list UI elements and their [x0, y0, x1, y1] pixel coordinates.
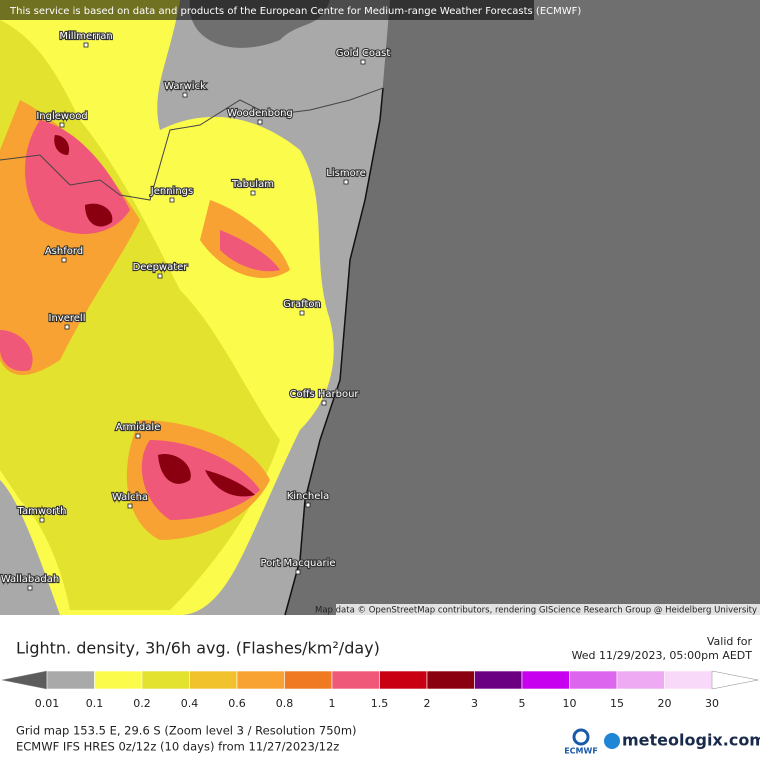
place-marker: [305, 502, 311, 508]
place-label: Tabulam: [231, 179, 274, 190]
place-label: Armidale: [116, 422, 161, 433]
place-marker: [295, 569, 301, 575]
attribution: Map data © OpenStreetMap contributors, r…: [315, 606, 757, 616]
colorbar-swatch: [664, 670, 713, 690]
zone: [0, 120, 280, 520]
colorbar-label: 0.6: [228, 697, 246, 710]
colorbar-label: 3: [471, 697, 478, 710]
colorbar-swatch: [189, 670, 238, 690]
place-label: Woodenbong: [227, 108, 293, 119]
logo-left: ECMWF: [564, 747, 598, 756]
colorbar: 0.01 0.1 0.2 0.4 0.6 0.8 1 1.5 2 3 5 10 15 20 30: [1, 670, 759, 710]
colorbar-swatch: [94, 670, 143, 690]
meteologix-icon: [604, 733, 620, 749]
colorbar-label: 20: [658, 697, 672, 710]
place-label: Inverell: [49, 313, 86, 324]
place-marker: [299, 310, 305, 316]
place-marker: [157, 273, 163, 279]
colorbar-arrow: [1, 670, 48, 690]
colorbar-label: 10: [563, 697, 577, 710]
state-border: [0, 87, 384, 201]
place-marker: [169, 197, 175, 203]
notice: This service is based on data and produc…: [9, 6, 581, 17]
attribution-bg: [336, 604, 760, 616]
place-marker: [64, 324, 70, 330]
colorbar-label: 15: [610, 697, 624, 710]
colorbar-swatch: [46, 670, 95, 690]
map: Millmerran Gold Coast Warwick Woodenbong Ing…: [0, 0, 760, 616]
grid-info: Grid map 153.5 E, 29.6 S (Zoom level 3 /…: [16, 724, 357, 738]
colorbar-swatch: [474, 670, 523, 690]
notice-bg: [0, 0, 534, 20]
colorbar-label: 2: [424, 697, 431, 710]
colorbar-swatch: [141, 670, 190, 690]
valid-time: Wed 11/29/2023, 05:00pm AEDT: [572, 649, 753, 662]
place-label: Walcha: [112, 492, 148, 503]
ecmwf-icon: [572, 728, 590, 746]
legend-title: Lightn. density, 3h/6h avg. (Flashes/km²…: [16, 639, 380, 658]
place-marker: [27, 585, 33, 591]
place-label: Jennings: [150, 186, 193, 197]
logo-right: meteologix.com: [622, 731, 760, 750]
places: Millmerran Gold Coast Warwick Woodenbong Ing…: [0, 30, 391, 591]
place-marker: [250, 190, 256, 196]
place-label: Warwick: [164, 81, 206, 92]
colorbar-label: 0.01: [35, 697, 60, 710]
colorbar-label: 0.8: [276, 697, 294, 710]
colorbar-swatch: [284, 670, 333, 690]
zone: [54, 135, 255, 497]
place-marker: [135, 433, 141, 439]
place-label: Coffs Harbour: [289, 389, 359, 400]
place-marker: [127, 503, 133, 509]
model-info: ECMWF IFS HRES 0z/12z (10 days) from 11/…: [16, 740, 339, 754]
place-label: Grafton: [283, 299, 321, 310]
place-marker: [59, 122, 65, 128]
legend: Lightn. density, 3h/6h avg. (Flashes/km²…: [1, 635, 759, 710]
coastline: [284, 87, 384, 616]
place-marker: [61, 257, 67, 263]
colorbar-arrow: [711, 670, 759, 690]
place-marker: [360, 59, 366, 65]
place-label: Deepwater: [133, 262, 189, 273]
place-label: Kinchela: [287, 491, 330, 502]
colorbar-swatch: [236, 670, 285, 690]
colorbar-label: 0.2: [133, 697, 151, 710]
place-marker: [83, 42, 89, 48]
place-label: Port Macquarie: [260, 558, 335, 569]
place-label: Inglewood: [36, 111, 87, 122]
colorbar-label: 0.4: [181, 697, 199, 710]
place-marker: [257, 119, 263, 125]
colorbar-swatch: [521, 670, 570, 690]
place-label: Millmerran: [59, 31, 112, 42]
place-label: Ashford: [45, 246, 83, 257]
colorbar-swatch: [426, 670, 475, 690]
place-marker: [182, 92, 188, 98]
colorbar-swatch: [616, 670, 665, 690]
place-marker: [321, 400, 327, 406]
colorbar-swatch: [569, 670, 618, 690]
colorbar-swatch: [331, 670, 380, 690]
place-marker: [343, 179, 349, 185]
colorbar-label: 30: [705, 697, 719, 710]
colorbar-label: 5: [519, 697, 526, 710]
valid-label: Valid for: [707, 635, 753, 648]
colorbar-label: 1.5: [371, 697, 389, 710]
place-label: Tamworth: [17, 506, 67, 517]
colorbar-swatch: [379, 670, 428, 690]
colorbar-label: 0.1: [86, 697, 104, 710]
place-marker: [39, 517, 45, 523]
place-label: Lismore: [326, 168, 365, 179]
place-label: Gold Coast: [336, 48, 391, 59]
place-label: Wallabadah: [1, 574, 59, 585]
colorbar-label: 1: [329, 697, 336, 710]
